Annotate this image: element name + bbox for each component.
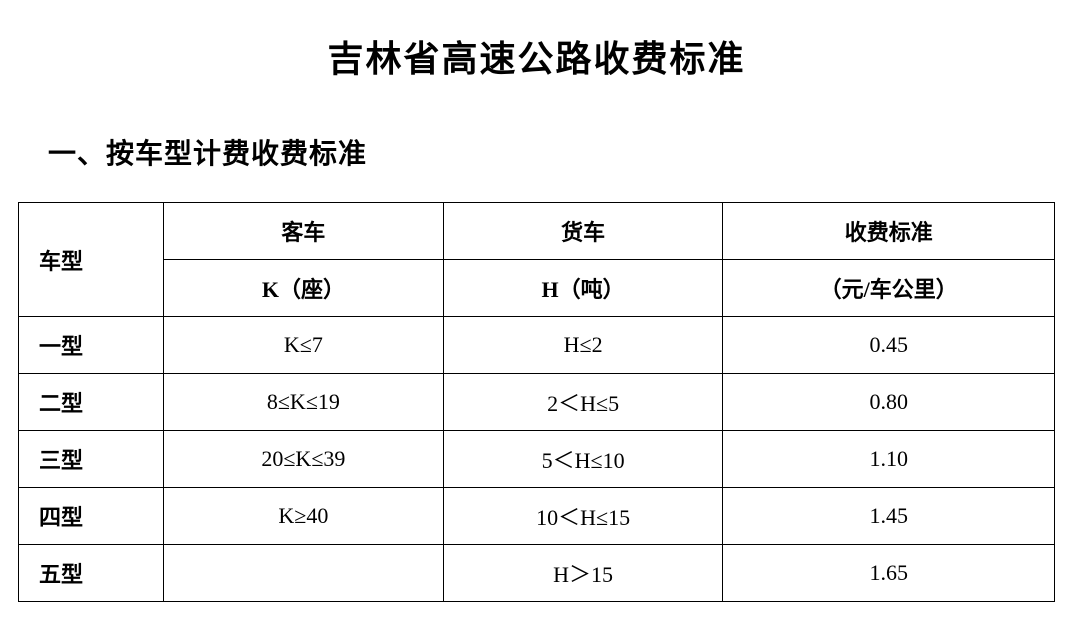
section-heading: 一、按车型计费收费标准: [48, 132, 1055, 172]
cell-type: 二型: [19, 374, 164, 431]
cell-bus: K≥40: [164, 488, 444, 545]
header-vehicle-type: 车型: [19, 203, 164, 317]
table-row: 五型 H＞15 1.65: [19, 545, 1055, 602]
header-rate-unit: （元/车公里）: [723, 260, 1055, 317]
table-header-row-1: 车型 客车 货车 收费标准: [19, 203, 1055, 260]
header-bus: 客车: [164, 203, 444, 260]
cell-bus: 8≤K≤19: [164, 374, 444, 431]
header-truck: 货车: [443, 203, 723, 260]
cell-bus: K≤7: [164, 317, 444, 374]
cell-type: 三型: [19, 431, 164, 488]
cell-type: 一型: [19, 317, 164, 374]
cell-bus: [164, 545, 444, 602]
cell-type: 四型: [19, 488, 164, 545]
cell-type: 五型: [19, 545, 164, 602]
cell-truck: 2＜H≤5: [443, 374, 723, 431]
table-header-row-2: K（座） H（吨） （元/车公里）: [19, 260, 1055, 317]
header-bus-unit: K（座）: [164, 260, 444, 317]
cell-truck: 5＜H≤10: [443, 431, 723, 488]
table-row: 二型 8≤K≤19 2＜H≤5 0.80: [19, 374, 1055, 431]
cell-rate: 1.45: [723, 488, 1055, 545]
page-title: 吉林省高速公路收费标准: [18, 30, 1055, 82]
cell-truck: H≤2: [443, 317, 723, 374]
header-rate: 收费标准: [723, 203, 1055, 260]
header-truck-unit: H（吨）: [443, 260, 723, 317]
table-row: 一型 K≤7 H≤2 0.45: [19, 317, 1055, 374]
fee-standard-table: 车型 客车 货车 收费标准 K（座） H（吨） （元/车公里） 一型 K≤7 H…: [18, 202, 1055, 602]
table-row: 四型 K≥40 10＜H≤15 1.45: [19, 488, 1055, 545]
cell-truck: 10＜H≤15: [443, 488, 723, 545]
table-row: 三型 20≤K≤39 5＜H≤10 1.10: [19, 431, 1055, 488]
cell-rate: 1.65: [723, 545, 1055, 602]
cell-rate: 0.80: [723, 374, 1055, 431]
cell-truck: H＞15: [443, 545, 723, 602]
cell-bus: 20≤K≤39: [164, 431, 444, 488]
cell-rate: 0.45: [723, 317, 1055, 374]
cell-rate: 1.10: [723, 431, 1055, 488]
